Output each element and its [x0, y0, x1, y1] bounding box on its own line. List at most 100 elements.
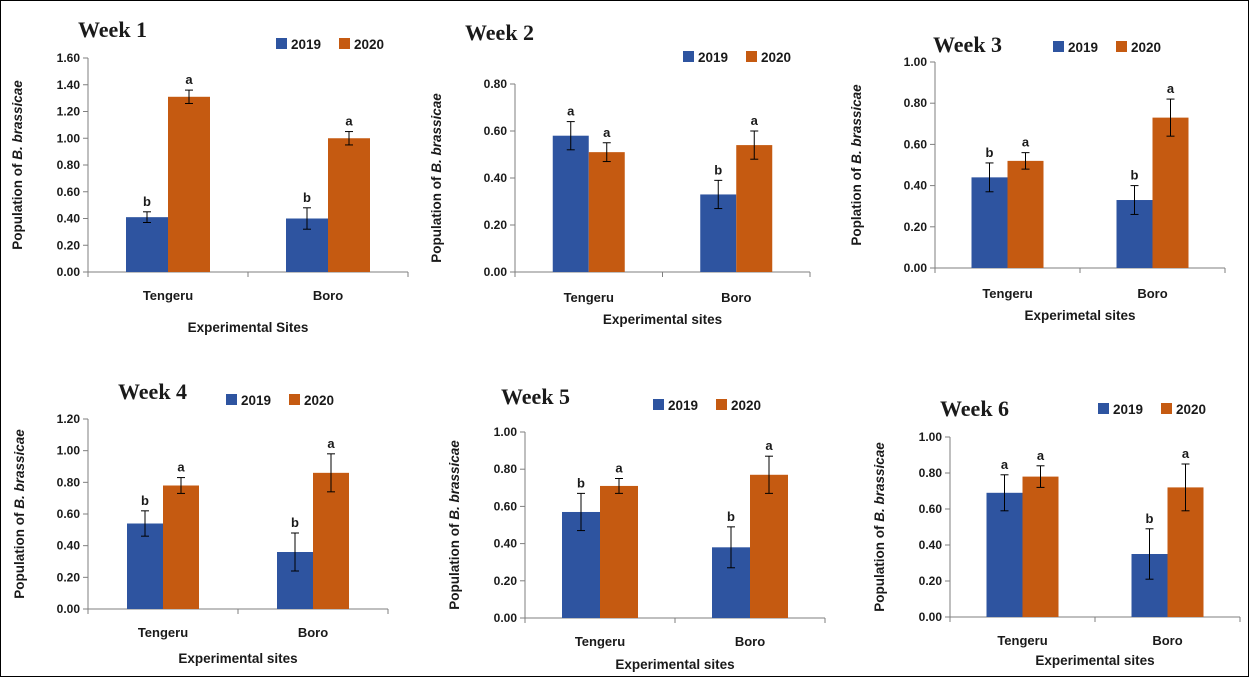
legend: 2019 2020 [683, 50, 791, 65]
bar-2020-tengeru [163, 485, 199, 609]
y-tick-label: 0.80 [57, 158, 81, 172]
y-axis-title-prefix: Poplation of [849, 164, 864, 246]
significance-letter: a [177, 460, 185, 475]
y-tick-label: 0.20 [484, 218, 508, 232]
chart-week-1: Week 1 2019 2020 0.00 0.20 0.40 0.60 0.80 1.00 1.… [10, 17, 409, 335]
significance-letter: a [567, 104, 575, 119]
y-axis-title-prefix: Population of [447, 520, 462, 610]
chart-week-3: Week 3 2019 2020 0.00 0.20 0.40 0.60 0.80 1.00 Te… [849, 32, 1226, 323]
y-axis-title-species: B. brassicae [12, 429, 27, 509]
x-axis-title: Experimental sites [1035, 653, 1154, 668]
legend-swatch-2020 [289, 394, 300, 405]
y-tick-label: 0.80 [919, 466, 943, 480]
legend-label-2019: 2019 [1068, 40, 1098, 55]
y-axis-title-species: B. brassicae [849, 84, 864, 164]
bar-2020-boro [736, 145, 773, 272]
significance-letter: a [1001, 457, 1009, 472]
significance-letter: a [1037, 448, 1045, 463]
y-tick-label: 0.60 [494, 499, 518, 513]
significance-letter: a [185, 72, 193, 87]
x-tick-label: Tengeru [982, 286, 1032, 301]
legend-swatch-2020 [716, 399, 727, 410]
significance-letter: a [751, 113, 759, 128]
y-axis-title-species: B. brassicae [429, 93, 444, 173]
y-tick-label: 1.00 [494, 425, 518, 439]
y-tick-label: 0.60 [57, 185, 81, 199]
y-axis-title-prefix: Population of [10, 160, 25, 250]
chart-week-2: Week 2 2019 2020 0.00 0.20 0.40 0.60 0.80 Tenger… [429, 20, 811, 327]
bar-2019-tengeru [552, 135, 589, 272]
x-tick-label: Tengeru [143, 288, 193, 303]
y-tick-label: 0.60 [919, 502, 943, 516]
y-axis-title: Population of B. brassicae [447, 440, 462, 610]
bar-2019-tengeru [126, 217, 168, 272]
y-tick-label: 0.60 [57, 507, 81, 521]
significance-letter: a [615, 461, 623, 476]
bar-2020-tengeru [168, 96, 210, 272]
y-axis-title: Population of B. brassicae [872, 442, 887, 612]
bar-2020-boro [328, 138, 370, 272]
y-axis-title: Poplation of B. brassicae [849, 84, 864, 246]
y-tick-label: 1.20 [57, 412, 81, 426]
y-tick-label: 1.20 [57, 105, 81, 119]
y-tick-label: 1.00 [57, 131, 81, 145]
significance-letter: b [1131, 168, 1139, 183]
y-tick-label: 0.40 [57, 539, 81, 553]
significance-letter: a [327, 436, 335, 451]
y-tick-label: 0.80 [494, 462, 518, 476]
y-tick-label: 0.80 [484, 77, 508, 91]
x-tick-label: Tengeru [564, 290, 614, 305]
y-tick-label: 0.80 [904, 96, 928, 110]
y-tick-label: 0.00 [904, 261, 928, 275]
y-tick-label: 1.00 [919, 430, 943, 444]
bar-2019-tengeru [986, 492, 1023, 617]
bar-2020-boro [313, 472, 349, 609]
legend: 2019 2020 [1053, 40, 1161, 55]
significance-letter: a [603, 125, 611, 140]
x-tick-label: Boro [1152, 633, 1182, 648]
y-tick-label: 0.40 [904, 179, 928, 193]
y-tick-label: 0.00 [919, 610, 943, 624]
y-tick-label: 0.00 [484, 265, 508, 279]
legend-swatch-2019 [683, 51, 694, 62]
x-axis-title: Experimental Sites [188, 320, 309, 335]
legend-swatch-2019 [1098, 403, 1109, 414]
legend-label-2020: 2020 [304, 393, 334, 408]
y-tick-label: 0.20 [904, 220, 928, 234]
legend: 2019 2020 [276, 37, 384, 52]
legend-label-2019: 2019 [241, 393, 271, 408]
legend-label-2020: 2020 [1131, 40, 1161, 55]
x-axis-title: Experimental sites [178, 651, 297, 666]
significance-letter: b [986, 145, 994, 160]
legend-swatch-2019 [653, 399, 664, 410]
significance-letter: a [1022, 135, 1030, 150]
significance-letter: a [765, 438, 773, 453]
x-tick-label: Tengeru [138, 625, 188, 640]
significance-letter: a [1182, 446, 1190, 461]
bar-2020-tengeru [588, 152, 625, 272]
y-tick-label: 1.60 [57, 51, 81, 65]
y-tick-label: 0.20 [57, 238, 81, 252]
bar-2020-tengeru [1007, 160, 1044, 268]
x-tick-label: Boro [298, 625, 328, 640]
y-tick-label: 0.20 [57, 570, 81, 584]
chart-week-6: Week 6 2019 2020 0.00 0.20 0.40 0.60 0.80 1.00 Te… [872, 396, 1241, 668]
significance-letter: b [714, 162, 722, 177]
y-tick-label: 0.20 [494, 574, 518, 588]
y-tick-label: 0.40 [919, 538, 943, 552]
y-tick-label: 0.00 [57, 265, 81, 279]
legend-label-2020: 2020 [761, 50, 791, 65]
chart-title: Week 3 [933, 32, 1002, 57]
bar-2020-boro [1152, 117, 1189, 269]
y-tick-label: 1.00 [904, 55, 928, 69]
y-tick-label: 0.40 [484, 171, 508, 185]
y-axis-title: Population of B. brassicae [10, 80, 25, 250]
significance-letter: b [727, 509, 735, 524]
chart-title: Week 4 [118, 379, 187, 404]
legend-swatch-2020 [1161, 403, 1172, 414]
y-axis-title: Population of B. brassicae [12, 429, 27, 599]
y-axis-title-species: B. brassicae [872, 442, 887, 522]
significance-letter: b [141, 493, 149, 508]
y-tick-label: 0.00 [494, 611, 518, 625]
y-tick-label: 0.60 [484, 124, 508, 138]
